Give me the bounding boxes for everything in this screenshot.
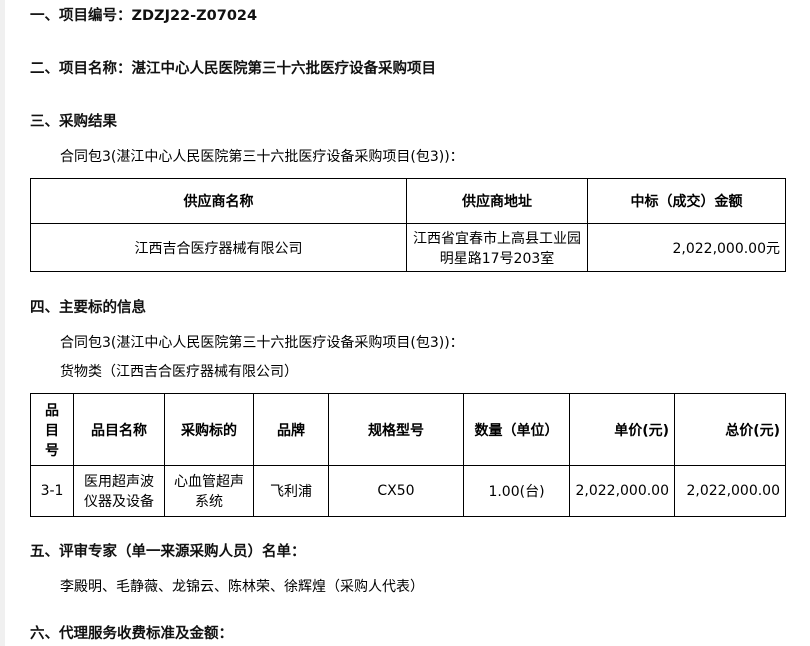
subject-table: 品目号 品目名称 采购标的 品牌 规格型号 数量（单位） 单价(元) 总价(元)… [30,393,786,517]
total-price: 2,022,000.00 [674,465,786,517]
project-number-heading: 一、项目编号：ZDZJ22-Z07024 [30,8,258,24]
experts-list: 李殿明、毛静薇、龙锦云、陈林荣、徐辉煌（采购人代表） [60,579,424,595]
experts-heading: 五、评审专家（单一来源采购人员）名单： [30,544,306,560]
header-model: 规格型号 [328,393,464,466]
header-bid-amount: 中标（成交）金额 [587,178,786,224]
header-total-price: 总价(元) [674,393,786,466]
target: 心血管超声系统 [164,465,254,517]
unit-price: 2,022,000.00 [569,465,675,517]
bid-amount: 2,022,000.00元 [587,223,786,272]
header-item-no: 品目号 [30,393,74,466]
header-target: 采购标的 [164,393,254,466]
result-table: 供应商名称 供应商地址 中标（成交）金额 江西吉合医疗器械有限公司 江西省宜春市… [30,178,786,272]
header-supplier-address: 供应商地址 [406,178,588,224]
header-quantity: 数量（单位） [463,393,570,466]
model: CX50 [328,465,464,517]
subject-category-text: 货物类（江西吉合医疗器械有限公司） [60,364,298,380]
brand: 飞利浦 [253,465,329,517]
header-item-name: 品目名称 [73,393,165,466]
quantity: 1.00(台) [463,465,570,517]
header-brand: 品牌 [253,393,329,466]
left-scroll-strip [0,0,5,646]
procurement-result-heading: 三、采购结果 [30,114,117,130]
agency-fee-heading: 六、代理服务收费标准及金额： [30,626,233,642]
result-package-text: 合同包3(湛江中心人民医院第三十六批医疗设备采购项目(包3))： [60,149,464,165]
header-supplier-name: 供应商名称 [30,178,407,224]
supplier-name: 江西吉合医疗器械有限公司 [30,223,407,272]
table-row: 江西吉合医疗器械有限公司 江西省宜春市上高县工业园明星路17号203室 2,02… [30,223,786,272]
project-name-heading: 二、项目名称：湛江中心人民医院第三十六批医疗设备采购项目 [30,61,436,77]
header-unit-price: 单价(元) [569,393,675,466]
supplier-address: 江西省宜春市上高县工业园明星路17号203室 [406,223,588,272]
table-row: 3-1 医用超声波仪器及设备 心血管超声系统 飞利浦 CX50 1.00(台) … [30,465,786,517]
item-no: 3-1 [30,465,74,517]
item-name: 医用超声波仪器及设备 [73,465,165,517]
subject-info-heading: 四、主要标的信息 [30,300,146,316]
subject-package-text: 合同包3(湛江中心人民医院第三十六批医疗设备采购项目(包3))： [60,335,464,351]
